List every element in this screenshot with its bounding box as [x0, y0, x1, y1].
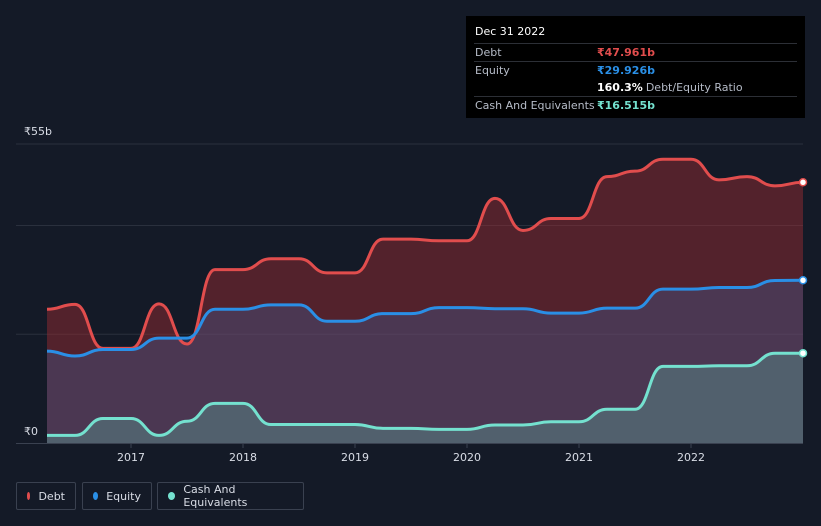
tooltip-equity-row: Equity ₹29.926b — [474, 61, 797, 79]
debt-line — [46, 157, 804, 350]
x-tick-label: 2020 — [453, 451, 481, 464]
x-tick-label: 2017 — [117, 451, 145, 464]
x-tick-label: 2018 — [229, 451, 257, 464]
tooltip-ratio-label: Debt/Equity Ratio — [645, 81, 743, 94]
tooltip-debt-row: Debt ₹47.961b — [474, 43, 797, 61]
legend-cash-label: Cash And Equivalents — [183, 483, 248, 509]
tooltip-cash-value: ₹16.515b — [597, 99, 655, 112]
tooltip-ratio-row: 160.3% Debt/Equity Ratio — [474, 79, 797, 96]
x-tick-label: 2021 — [565, 451, 593, 464]
equity-dot-icon — [93, 492, 99, 500]
tooltip-equity-value: ₹29.926b — [597, 64, 655, 77]
y-min-label: ₹0 — [24, 425, 38, 438]
debt-area — [47, 159, 803, 444]
legend-debt-label: Debt — [38, 489, 65, 503]
cash-line — [46, 351, 804, 437]
tooltip-debt-value: ₹47.961b — [597, 46, 655, 59]
equity-line — [46, 278, 804, 358]
debt-dot-icon — [27, 492, 31, 500]
data-tooltip: Dec 31 2022 Debt ₹47.961b Equity ₹29.926… — [466, 16, 805, 118]
x-tick-label: 2019 — [341, 451, 369, 464]
legend-cash[interactable]: Cash And Equivalents — [157, 482, 304, 510]
tooltip-debt-label: Debt — [475, 46, 502, 59]
tooltip-cash-label: Cash And Equivalents — [475, 99, 595, 112]
cash-area — [47, 353, 803, 443]
cash-dot-icon — [168, 492, 176, 500]
y-max-label: ₹55b — [24, 125, 52, 138]
x-tick-label: 2022 — [677, 451, 705, 464]
tooltip-cash-row: Cash And Equivalents ₹16.515b — [474, 96, 797, 114]
legend-debt[interactable]: Debt — [16, 482, 76, 510]
tooltip-equity-label: Equity — [475, 64, 510, 77]
legend-equity[interactable]: Equity — [82, 482, 152, 510]
cash-end-marker — [798, 348, 808, 358]
debt-end-marker — [798, 178, 808, 187]
legend-equity-label: Equity — [106, 489, 141, 503]
tooltip-ratio-value: 160.3% — [597, 81, 643, 94]
equity-end-marker — [798, 276, 808, 285]
tooltip-date: Dec 31 2022 — [475, 25, 546, 38]
